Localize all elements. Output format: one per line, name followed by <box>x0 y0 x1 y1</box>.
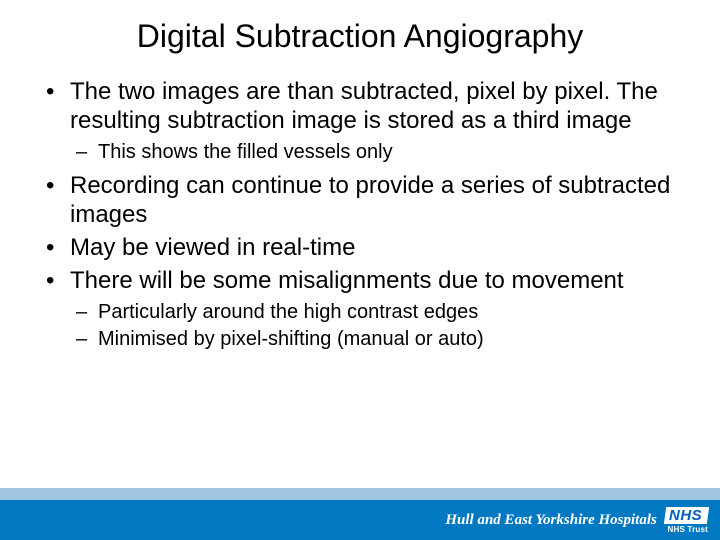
list-item: The two images are than subtracted, pixe… <box>40 77 680 165</box>
sub-bullet-list: This shows the filled vessels only <box>70 140 680 165</box>
list-item: Particularly around the high contrast ed… <box>70 300 680 325</box>
nhs-logo: NHS NHS Trust <box>665 507 708 534</box>
list-item: Recording can continue to provide a seri… <box>40 171 680 230</box>
sub-bullet-list: Particularly around the high contrast ed… <box>70 300 680 352</box>
list-item: There will be some misalignments due to … <box>40 266 680 351</box>
list-item: This shows the filled vessels only <box>70 140 680 165</box>
list-item: Minimised by pixel-shifting (manual or a… <box>70 327 680 352</box>
sub-bullet-text: This shows the filled vessels only <box>98 141 393 163</box>
nhs-logo-subtext: NHS Trust <box>668 526 708 534</box>
slide: Digital Subtraction Angiography The two … <box>0 0 720 540</box>
bullet-text: Recording can continue to provide a seri… <box>70 172 670 228</box>
sub-bullet-text: Minimised by pixel-shifting (manual or a… <box>98 328 484 350</box>
trust-name: Hull and East Yorkshire Hospitals <box>445 512 656 529</box>
sub-bullet-text: Particularly around the high contrast ed… <box>98 301 478 323</box>
nhs-logo-text: NHS <box>669 508 702 523</box>
footer-band: Hull and East Yorkshire Hospitals NHS NH… <box>0 488 720 540</box>
footer-band-light <box>0 488 720 500</box>
slide-title: Digital Subtraction Angiography <box>40 18 680 55</box>
list-item: May be viewed in real-time <box>40 233 680 262</box>
footer-band-dark: Hull and East Yorkshire Hospitals NHS NH… <box>0 500 720 540</box>
bullet-text: The two images are than subtracted, pixe… <box>70 78 658 134</box>
nhs-logo-box: NHS <box>664 507 710 524</box>
bullet-text: May be viewed in real-time <box>70 234 355 261</box>
bullet-text: There will be some misalignments due to … <box>70 267 624 294</box>
bullet-list: The two images are than subtracted, pixe… <box>40 77 680 352</box>
